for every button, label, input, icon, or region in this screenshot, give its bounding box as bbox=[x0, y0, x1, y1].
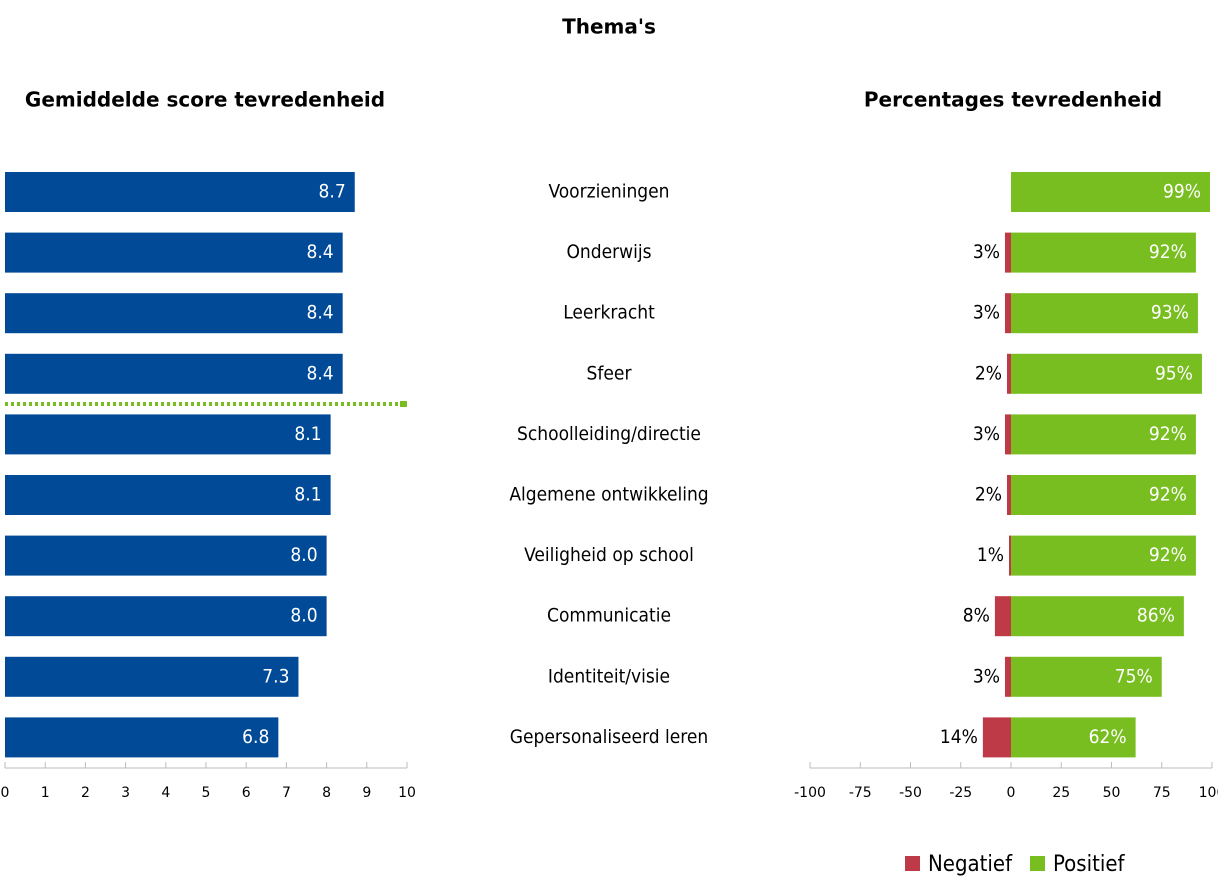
bar bbox=[5, 293, 343, 334]
bar bbox=[1004, 656, 1011, 697]
bar bbox=[5, 656, 299, 697]
value-label: 92% bbox=[1149, 544, 1187, 566]
x-tick-label: 10 bbox=[398, 785, 416, 801]
bar bbox=[5, 353, 343, 394]
bar bbox=[5, 232, 343, 273]
bar bbox=[1011, 172, 1210, 212]
value-label: 8.0 bbox=[290, 605, 317, 627]
value-label: 8.4 bbox=[306, 302, 333, 324]
bar bbox=[1011, 232, 1196, 273]
x-tick-label: 0 bbox=[1007, 785, 1016, 801]
bar bbox=[1011, 414, 1196, 455]
bar bbox=[1004, 232, 1011, 273]
bar bbox=[5, 535, 327, 576]
x-tick-label: 25 bbox=[1052, 785, 1070, 801]
value-label: 95% bbox=[1155, 362, 1193, 384]
value-label: 92% bbox=[1149, 423, 1187, 445]
value-label: 8.7 bbox=[319, 181, 346, 203]
x-tick-label: 4 bbox=[161, 785, 170, 801]
x-tick-label: 6 bbox=[242, 785, 251, 801]
x-tick-label: 7 bbox=[282, 785, 291, 801]
value-label: 8.4 bbox=[306, 241, 333, 263]
x-tick-label: -50 bbox=[899, 785, 922, 801]
x-tick-label: 75 bbox=[1153, 785, 1171, 801]
category-label: Voorzieningen bbox=[548, 181, 669, 203]
bar bbox=[1011, 475, 1196, 515]
legend-swatch bbox=[1030, 856, 1045, 871]
value-label: 8.1 bbox=[294, 484, 321, 506]
bar bbox=[5, 717, 279, 758]
legend-swatch bbox=[905, 856, 920, 871]
x-tick-label: 50 bbox=[1103, 785, 1121, 801]
value-label: 86% bbox=[1137, 605, 1175, 627]
category-label: Schoolleiding/directie bbox=[517, 423, 701, 445]
chart-title: Gemiddelde score tevredenheid bbox=[25, 88, 385, 112]
separator-end bbox=[400, 401, 407, 407]
chart-title: Percentages tevredenheid bbox=[864, 88, 1162, 112]
category-label: Algemene ontwikkeling bbox=[509, 484, 708, 506]
x-tick-label: 9 bbox=[362, 785, 371, 801]
category-label: Identiteit/visie bbox=[548, 665, 670, 687]
x-tick-label: 3 bbox=[121, 785, 130, 801]
legend-label: Positief bbox=[1053, 852, 1126, 877]
bar bbox=[1004, 293, 1011, 334]
x-tick-label: -25 bbox=[949, 785, 972, 801]
x-tick-label: 5 bbox=[202, 785, 211, 801]
legend-label: Negatief bbox=[928, 852, 1013, 877]
bar bbox=[1011, 353, 1202, 394]
bar bbox=[1008, 535, 1011, 576]
value-label: 75% bbox=[1115, 665, 1153, 687]
category-label: Onderwijs bbox=[566, 241, 651, 263]
bar bbox=[994, 596, 1011, 637]
category-label: Gepersonaliseerd leren bbox=[510, 726, 709, 748]
bar bbox=[1006, 353, 1011, 394]
value-label: 3% bbox=[973, 302, 1000, 324]
value-label: 3% bbox=[973, 241, 1000, 263]
value-label: 92% bbox=[1149, 241, 1187, 263]
x-tick-label: 0 bbox=[1, 785, 10, 801]
value-label: 14% bbox=[940, 726, 978, 748]
category-label: Communicatie bbox=[547, 605, 671, 627]
page-title: Thema's bbox=[562, 15, 656, 39]
value-label: 7.3 bbox=[262, 665, 289, 687]
value-label: 93% bbox=[1151, 302, 1189, 324]
value-label: 3% bbox=[973, 423, 1000, 445]
bar bbox=[5, 172, 355, 212]
bar bbox=[1006, 475, 1011, 515]
bar bbox=[1011, 656, 1162, 697]
value-label: 3% bbox=[973, 665, 1000, 687]
value-label: 62% bbox=[1089, 726, 1127, 748]
category-label: Sfeer bbox=[587, 362, 633, 384]
x-tick-label: 2 bbox=[81, 785, 90, 801]
bar bbox=[1011, 596, 1184, 637]
value-label: 2% bbox=[975, 362, 1002, 384]
bar bbox=[5, 475, 331, 515]
x-tick-label: 8 bbox=[322, 785, 331, 801]
value-label: 8.4 bbox=[306, 362, 333, 384]
value-label: 1% bbox=[977, 544, 1004, 566]
x-tick-label: 1 bbox=[41, 785, 50, 801]
bar bbox=[982, 717, 1011, 758]
category-label: Leerkracht bbox=[563, 302, 655, 324]
bar bbox=[1004, 414, 1011, 455]
bar bbox=[1011, 535, 1196, 576]
value-label: 8.0 bbox=[290, 544, 317, 566]
category-label: Veiligheid op school bbox=[524, 544, 694, 566]
value-label: 92% bbox=[1149, 484, 1187, 506]
value-label: 6.8 bbox=[242, 726, 269, 748]
value-label: 8% bbox=[963, 605, 990, 627]
value-label: 99% bbox=[1163, 181, 1201, 203]
bar bbox=[5, 414, 331, 455]
value-label: 2% bbox=[975, 484, 1002, 506]
x-tick-label: -100 bbox=[794, 785, 826, 801]
bar bbox=[5, 596, 327, 637]
x-tick-label: 100 bbox=[1199, 785, 1218, 801]
x-tick-label: -75 bbox=[849, 785, 872, 801]
bar bbox=[1011, 293, 1198, 334]
bar bbox=[1011, 717, 1136, 758]
value-label: 8.1 bbox=[294, 423, 321, 445]
